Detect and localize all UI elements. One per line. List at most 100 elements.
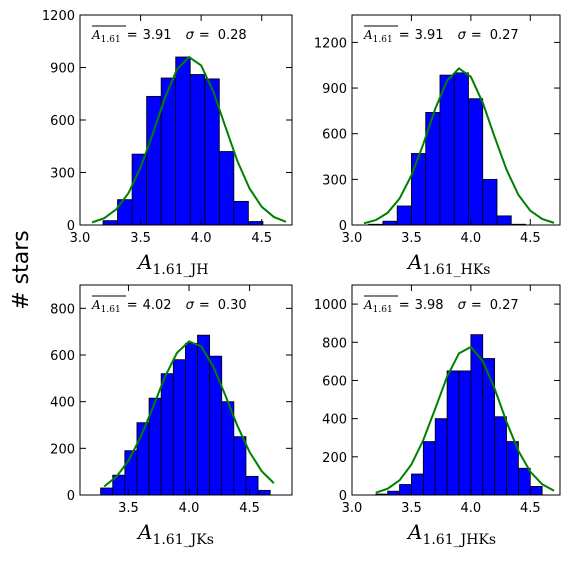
mean-symbol: A (363, 28, 373, 42)
x-tick-label: 4.5 (520, 501, 541, 516)
bar (529, 486, 543, 496)
bar (458, 370, 472, 496)
axes-frame (351, 14, 561, 226)
sigma-symbol: σ (186, 298, 195, 313)
mean-subscript: 1.61 (373, 305, 393, 315)
bar (245, 475, 259, 496)
mean-symbol: A (91, 298, 101, 312)
bar (434, 418, 448, 496)
bar (247, 221, 264, 226)
y-tick-label: 600 (50, 349, 75, 364)
bar (257, 489, 271, 496)
x-label-subscript: 1.61_HKs (422, 262, 490, 278)
y-tick-label: 800 (50, 302, 75, 317)
equals: = (471, 28, 482, 43)
y-tick-label: 0 (67, 219, 75, 234)
x-axis-label: A1.61_JKs (136, 520, 214, 548)
bar (382, 220, 398, 226)
equals: = (199, 298, 210, 313)
x-axis-label: A1.61_JH (136, 250, 208, 278)
x-tick-label: 4.0 (179, 501, 200, 516)
x-axis-label: A1.61_JHKs (406, 520, 496, 548)
y-tick-label: 0 (339, 219, 347, 234)
mean-value: 3.91 (143, 28, 172, 43)
bar (506, 441, 519, 496)
fit-curve (363, 67, 555, 225)
equals: = (471, 298, 482, 313)
mean-subscript: 1.61 (101, 35, 121, 45)
bar (233, 436, 247, 496)
x-label-subscript: 1.61_JKs (152, 532, 213, 548)
mean-subscript: 1.61 (101, 305, 121, 315)
y-tick-label: 200 (322, 451, 347, 466)
axes-frame (351, 284, 561, 496)
annotation: A1.61 = 3.91 σ = 0.28 (91, 28, 247, 45)
x-tick-label: 4.0 (461, 501, 482, 516)
bar (496, 215, 512, 226)
sigma-symbol: σ (458, 298, 467, 313)
mean-symbol: A (91, 28, 101, 42)
x-tick-label: 3.5 (130, 231, 151, 246)
bar (218, 151, 235, 226)
bar (453, 72, 469, 226)
bar (160, 373, 174, 496)
bar (209, 355, 223, 496)
bar (172, 359, 186, 496)
bar (399, 484, 412, 496)
x-tick-label: 4.0 (461, 231, 482, 246)
bar (494, 416, 507, 496)
bar (102, 220, 118, 226)
equals: = (127, 298, 138, 313)
y-tick-label: 300 (322, 173, 347, 188)
bar (411, 473, 424, 496)
x-axis-label: A1.61_HKs (406, 250, 490, 278)
bar (396, 205, 412, 226)
y-tick-label: 0 (339, 489, 347, 504)
axes-frame (79, 284, 293, 496)
y-tick-label: 400 (322, 413, 347, 428)
sigma-symbol: σ (458, 28, 467, 43)
mean-value: 4.02 (143, 298, 172, 313)
fit-curve (91, 55, 287, 224)
bar (189, 74, 206, 226)
mean-value: 3.91 (415, 28, 444, 43)
y-tick-label: 0 (67, 489, 75, 504)
bar (221, 401, 235, 496)
fit-curve (103, 340, 275, 488)
bar (518, 467, 531, 496)
equals: = (399, 28, 410, 43)
annotation: A1.61 = 3.98 σ = 0.27 (363, 298, 519, 315)
equals: = (127, 28, 138, 43)
bar (233, 200, 249, 226)
x-tick-label: 4.5 (251, 231, 272, 246)
x-tick-label: 3.5 (118, 501, 139, 516)
x-tick-label: 3.0 (70, 231, 91, 246)
sigma-value: 0.30 (218, 298, 247, 313)
bar (184, 342, 198, 496)
bar (175, 56, 191, 226)
x-tick-label: 4.5 (239, 501, 260, 516)
annotation: A1.61 = 3.91 σ = 0.27 (363, 28, 519, 45)
x-label-symbol: A (406, 250, 422, 274)
bar (482, 178, 498, 226)
x-tick-label: 3.5 (401, 231, 422, 246)
x-label-symbol: A (136, 250, 152, 274)
bar (100, 487, 114, 496)
bar (131, 153, 148, 226)
x-tick-label: 4.5 (520, 231, 541, 246)
bar (411, 153, 427, 226)
x-label-symbol: A (136, 520, 152, 544)
annotation: A1.61 = 4.02 σ = 0.30 (91, 298, 247, 315)
y-tick-label: 900 (50, 62, 75, 77)
bar (468, 98, 484, 226)
sigma-value: 0.27 (490, 298, 519, 313)
y-tick-label: 400 (50, 396, 75, 411)
y-tick-label: 1200 (314, 36, 347, 51)
bar (387, 490, 400, 496)
y-tick-label: 600 (322, 374, 347, 389)
bar (482, 358, 496, 496)
equals: = (399, 298, 410, 313)
bar (439, 74, 455, 226)
mean-subscript: 1.61 (373, 35, 393, 45)
y-tick-label: 800 (322, 336, 347, 351)
